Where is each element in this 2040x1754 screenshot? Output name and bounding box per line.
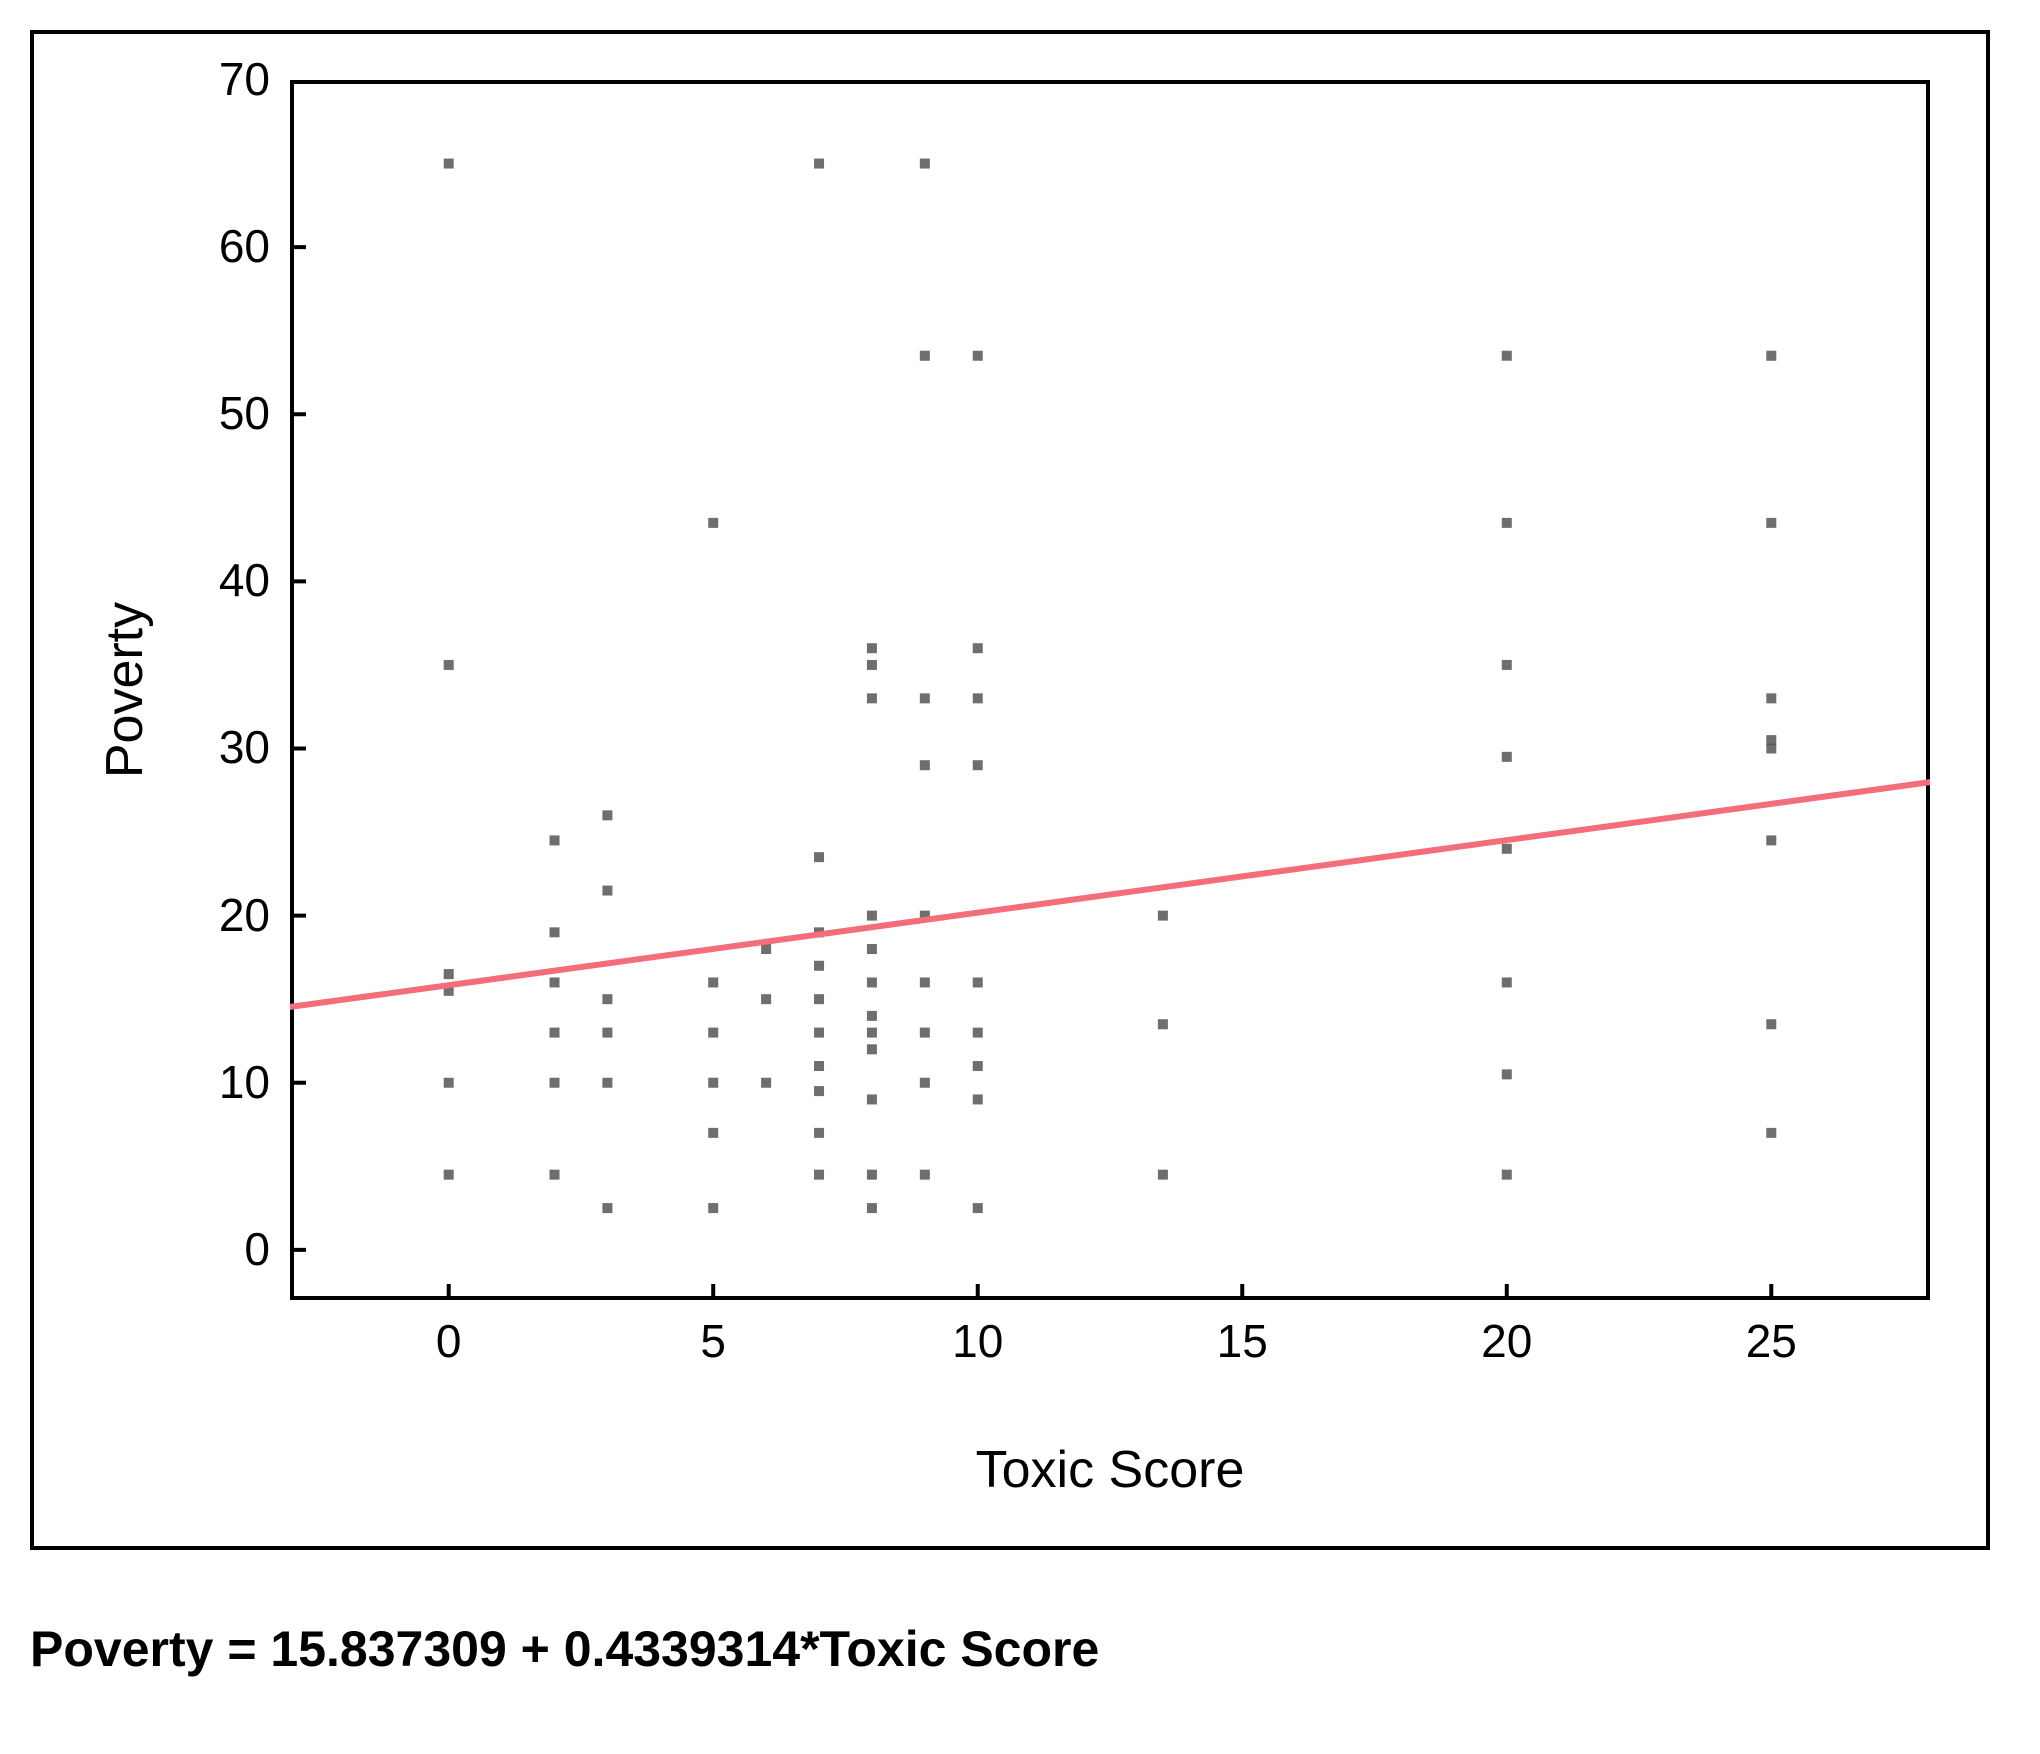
- y-tick-label: 10: [180, 1055, 270, 1109]
- regression-equation: Poverty = 15.837309 + 0.4339314*Toxic Sc…: [30, 1620, 1099, 1678]
- x-tick-label: 15: [1182, 1314, 1302, 1368]
- x-axis-label: Toxic Score: [810, 1440, 1410, 1500]
- x-tick-label: 25: [1711, 1314, 1831, 1368]
- y-tick-label: 0: [180, 1222, 270, 1276]
- y-tick-label: 50: [180, 386, 270, 440]
- y-axis-label: Poverty: [95, 490, 155, 890]
- y-tick-label: 40: [180, 553, 270, 607]
- y-tick-label: 60: [180, 219, 270, 273]
- y-tick-label: 30: [180, 720, 270, 774]
- y-tick-label: 70: [180, 52, 270, 106]
- x-tick-label: 20: [1447, 1314, 1567, 1368]
- x-tick-label: 0: [389, 1314, 509, 1368]
- y-tick-label: 20: [180, 888, 270, 942]
- page: { "chart": { "type": "scatter", "equatio…: [0, 0, 2040, 1754]
- x-tick-label: 5: [653, 1314, 773, 1368]
- scatter-plot: [290, 80, 1930, 1300]
- x-tick-label: 10: [918, 1314, 1038, 1368]
